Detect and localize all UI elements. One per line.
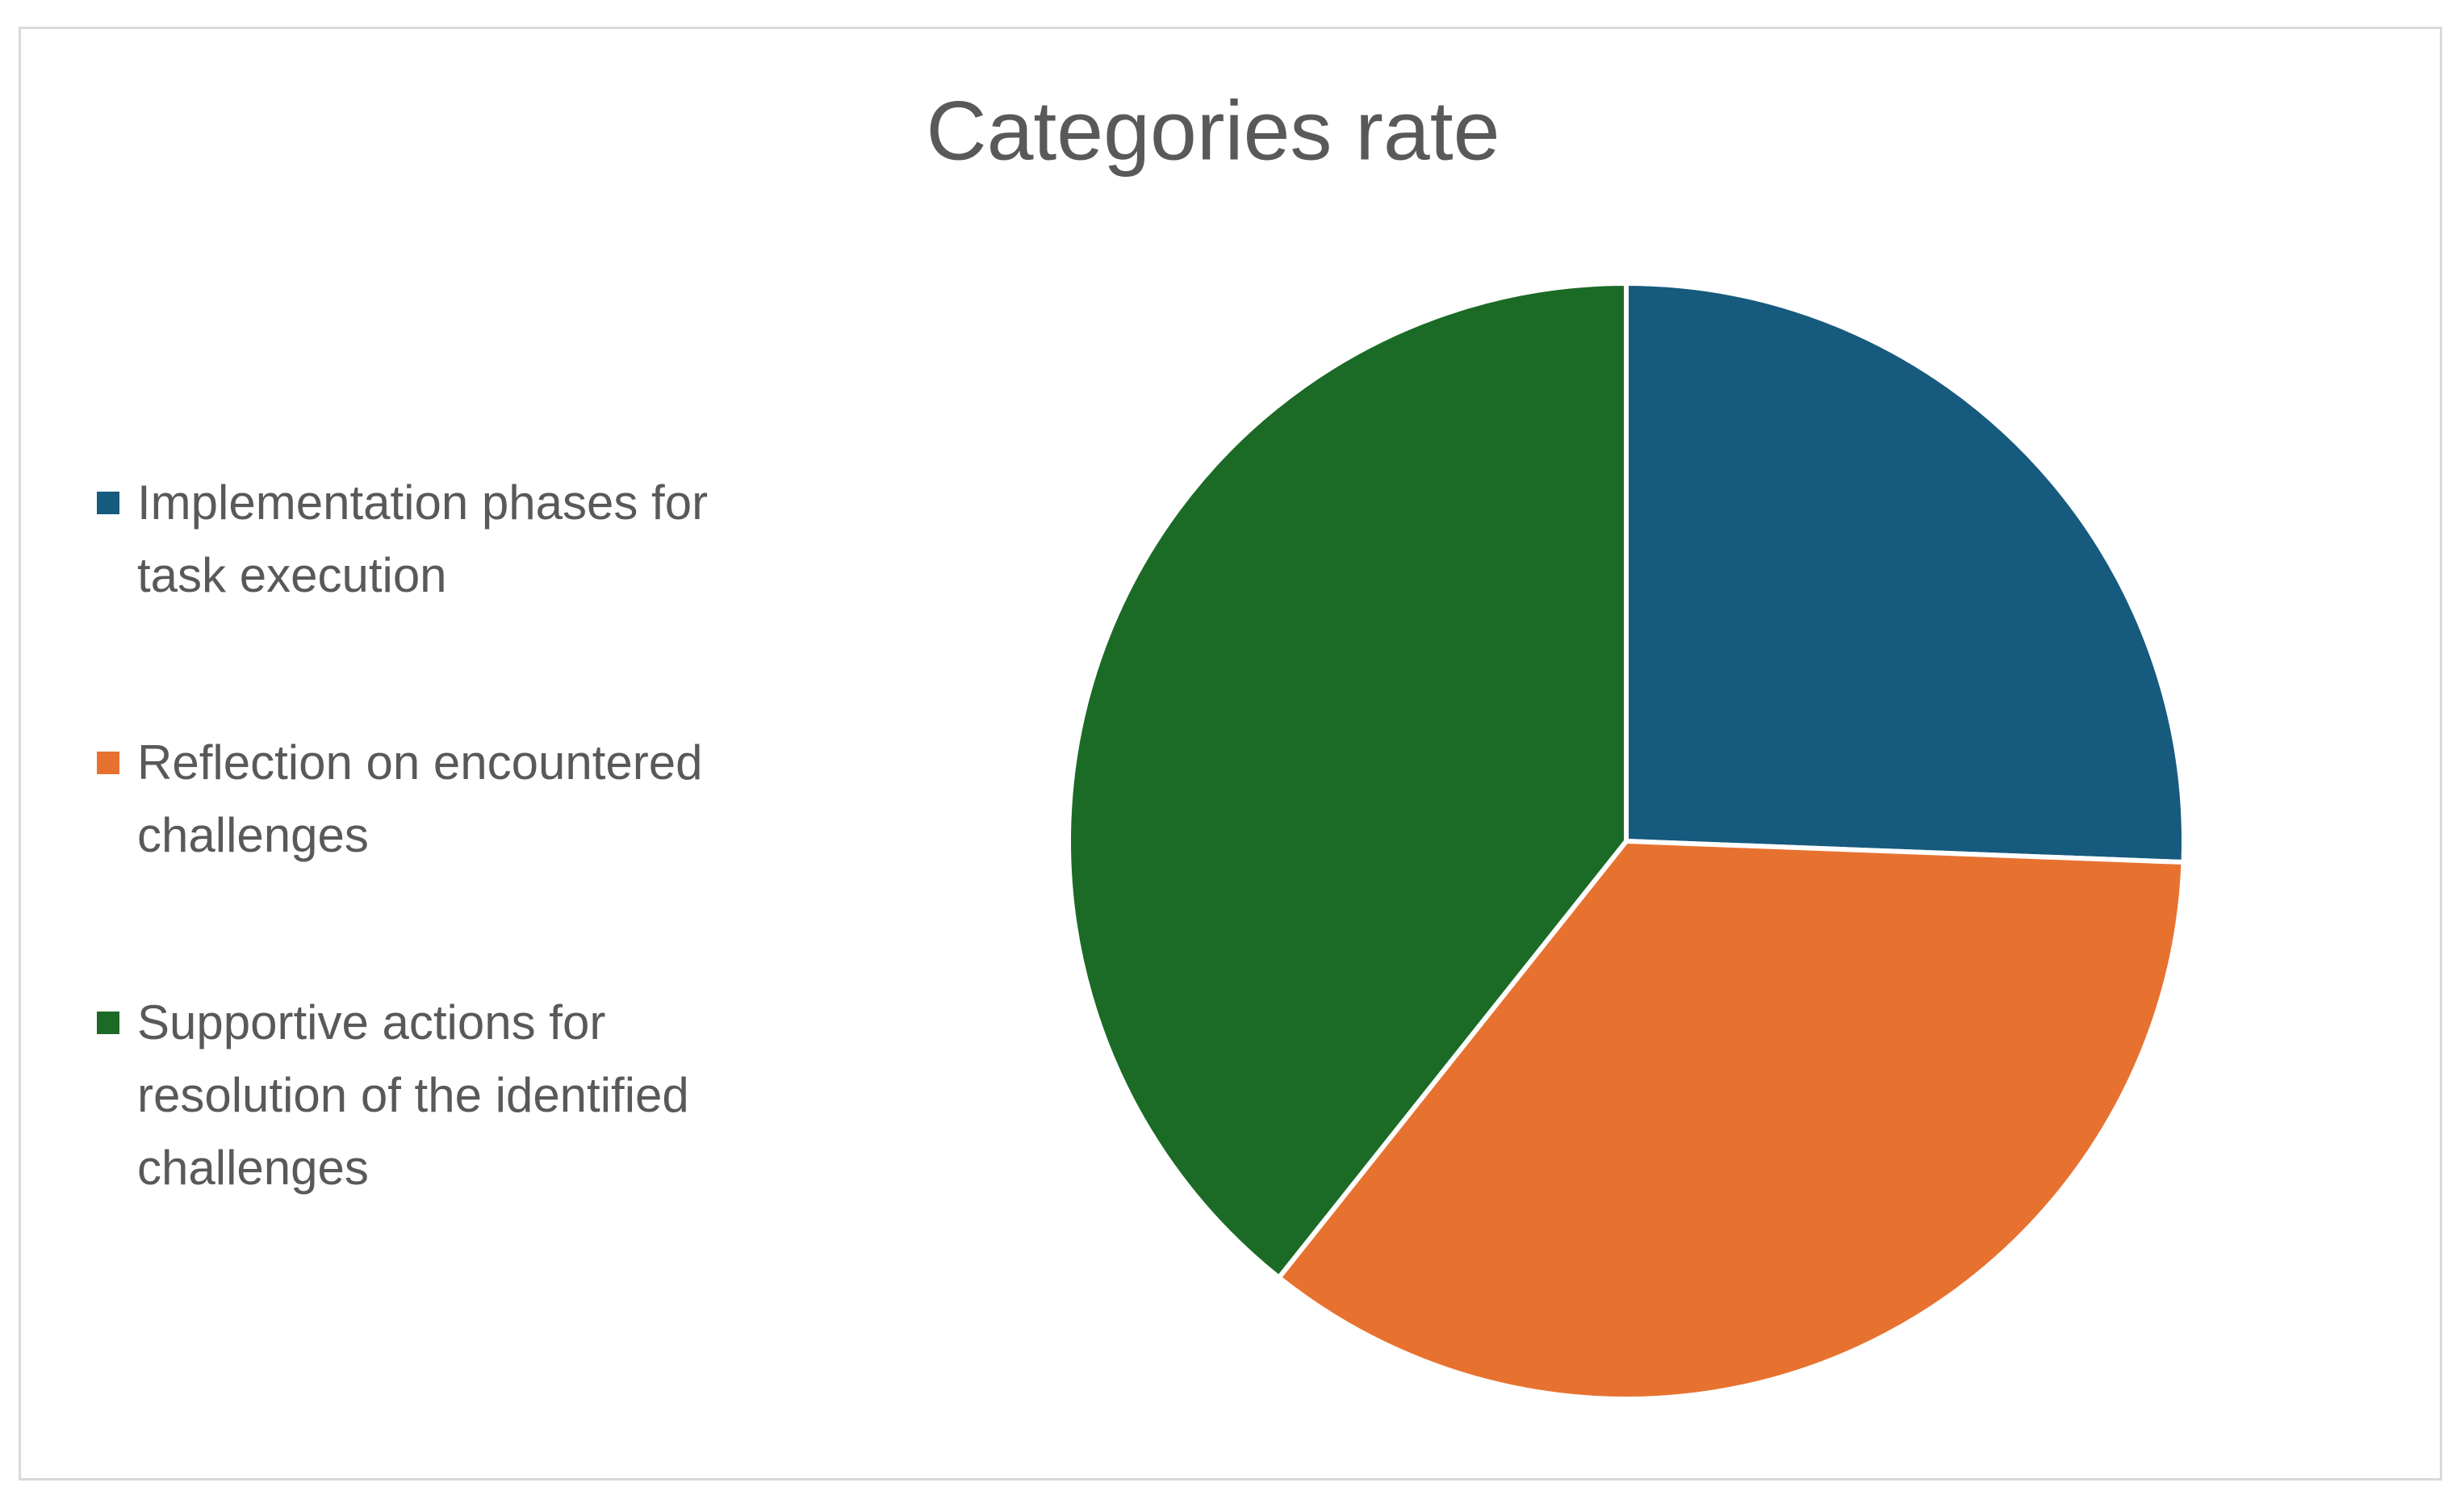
legend-swatch <box>97 492 119 514</box>
legend-label: Supportive actions for resolution of the… <box>137 995 689 1195</box>
legend-item: Implementation phases for task execution <box>97 467 759 612</box>
pie-slice <box>1624 280 2186 865</box>
legend-swatch <box>97 1012 119 1034</box>
pie-slice <box>1066 280 1629 1281</box>
chart-frame <box>19 27 2442 1481</box>
legend-item: Reflection on encountered challenges <box>97 727 759 872</box>
legend-label: Reflection on encountered challenges <box>137 735 703 862</box>
legend-label: Implementation phases for task execution <box>137 475 709 602</box>
chart-title: Categories rate <box>926 84 1500 178</box>
pie-slice <box>1275 838 2186 1401</box>
legend-swatch <box>97 752 119 774</box>
legend-item: Supportive actions for resolution of the… <box>97 986 759 1204</box>
